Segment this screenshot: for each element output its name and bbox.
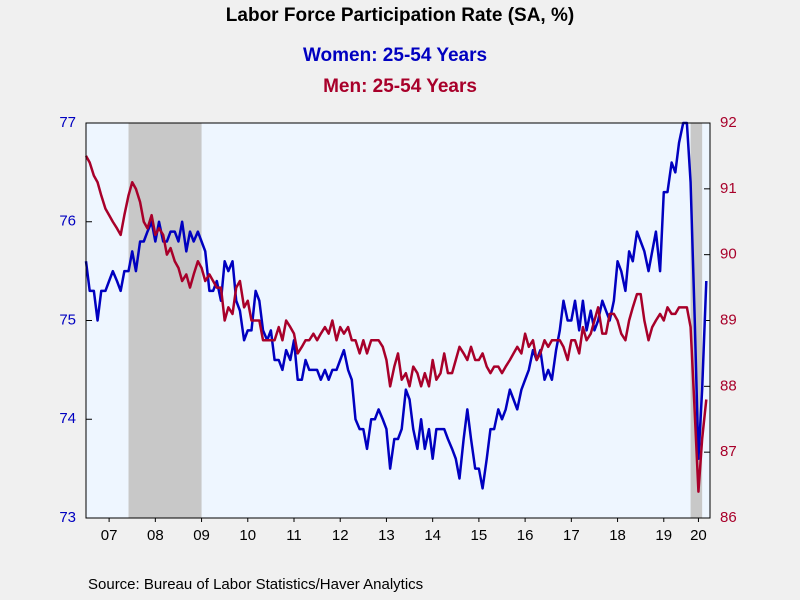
y2-tick-label: 88 (720, 377, 737, 394)
y-tick-label: 75 (59, 311, 76, 328)
y-tick-label: 76 (59, 213, 76, 230)
series-title: Women: 25-54 Years (303, 45, 487, 66)
y2-tick-label: 91 (720, 180, 737, 197)
y-tick-label: 77 (59, 114, 76, 131)
x-tick-label: 18 (609, 527, 626, 544)
series-line (84, 155, 708, 493)
y2-tick-label: 90 (720, 246, 737, 263)
y2-tick-label: 87 (720, 443, 737, 460)
y2-tick-label: 92 (720, 114, 737, 131)
series-title: Men: 25-54 Years (323, 76, 477, 97)
recession-band (128, 123, 202, 518)
x-tick-label: 11 (286, 527, 302, 544)
x-tick-label: 07 (101, 527, 118, 544)
y-tick-label: 74 (59, 410, 76, 427)
x-tick-label: 09 (193, 527, 210, 544)
x-tick-label: 19 (655, 527, 672, 544)
x-tick-label: 12 (332, 527, 349, 544)
y-tick-label: 73 (59, 509, 76, 526)
series-line (84, 121, 708, 490)
recession-band (690, 123, 703, 518)
plot-border (85, 122, 711, 519)
x-tick-label: 17 (563, 527, 580, 544)
x-tick-label: 20 (690, 527, 707, 544)
x-tick-label: 14 (424, 527, 441, 544)
source-note: Source: Bureau of Labor Statistics/Haver… (88, 576, 423, 593)
x-tick-label: 10 (239, 527, 256, 544)
x-tick-label: 15 (471, 527, 488, 544)
y2-tick-label: 89 (720, 311, 737, 328)
x-tick-label: 13 (378, 527, 395, 544)
x-tick-label: 16 (517, 527, 534, 544)
chart-title: Labor Force Participation Rate (SA, %) (226, 5, 574, 26)
x-tick-label: 08 (147, 527, 164, 544)
y2-tick-label: 86 (720, 509, 737, 526)
